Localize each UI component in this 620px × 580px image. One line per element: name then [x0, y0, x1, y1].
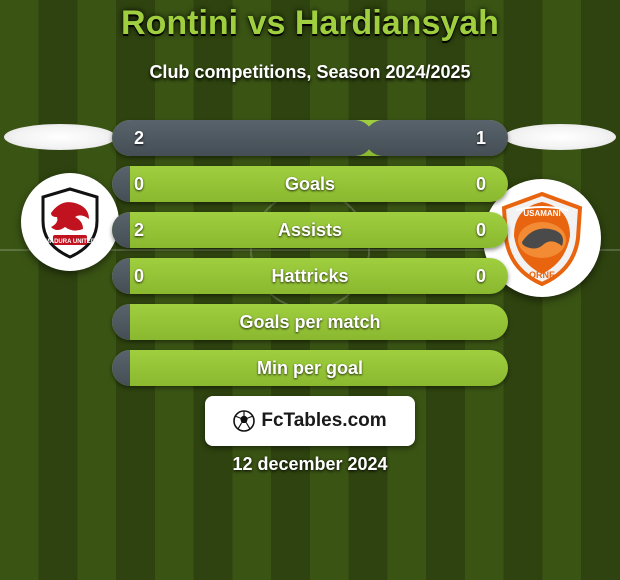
- stat-right-value: 0: [454, 212, 508, 248]
- stat-left-value: 2: [112, 212, 166, 248]
- svg-text:ORNE: ORNE: [529, 270, 555, 280]
- stat-row: 0 0Goals: [112, 166, 508, 202]
- player-left-spot: [4, 124, 116, 150]
- subtitle: Club competitions, Season 2024/2025: [0, 62, 620, 83]
- club-crest-left: MADURA UNITED: [21, 173, 119, 271]
- svg-text:USAMANI: USAMANI: [523, 209, 560, 218]
- stat-row: Min per goal: [112, 350, 508, 386]
- stat-row: 0 0Hattricks: [112, 258, 508, 294]
- player-right-spot: [504, 124, 616, 150]
- stat-row: 21Matches: [112, 120, 508, 156]
- stat-row: 2 0Assists: [112, 212, 508, 248]
- stat-label: Goals: [112, 166, 508, 202]
- stat-label: Min per goal: [112, 350, 508, 386]
- svg-text:MADURA UNITED: MADURA UNITED: [45, 239, 96, 245]
- stat-left-value: 0: [112, 258, 166, 294]
- stat-right-value: 0: [454, 258, 508, 294]
- madura-crest-icon: MADURA UNITED: [31, 183, 109, 261]
- stat-label: Assists: [112, 212, 508, 248]
- stat-right-value: 1: [454, 120, 508, 156]
- footer-date: 12 december 2024: [0, 454, 620, 475]
- stats-rows: 21Matches00Goals20Assists00HattricksGoal…: [112, 120, 508, 396]
- stat-right-value: 0: [454, 166, 508, 202]
- player-right-name: Hardiansyah: [295, 4, 499, 42]
- brand-text: FcTables.com: [261, 410, 386, 432]
- page-title: Rontini vs Hardiansyah: [0, 4, 620, 43]
- stat-left-value: 0: [112, 166, 166, 202]
- brand-badge[interactable]: FcTables.com: [205, 396, 415, 446]
- title-vs: vs: [248, 4, 286, 42]
- stat-left-value: 2: [112, 120, 166, 156]
- soccer-ball-icon: [233, 410, 255, 432]
- stat-label: Hattricks: [112, 258, 508, 294]
- stat-row: Goals per match: [112, 304, 508, 340]
- stat-label: Goals per match: [112, 304, 508, 340]
- player-left-name: Rontini: [121, 4, 238, 42]
